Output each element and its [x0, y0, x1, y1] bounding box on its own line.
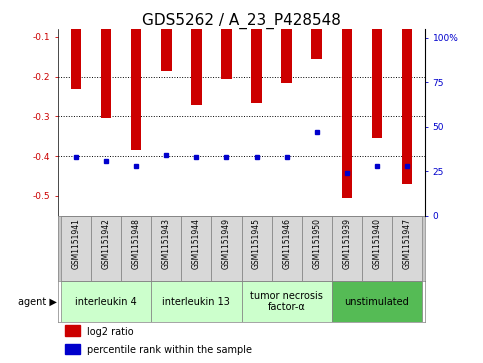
- Bar: [65, 344, 80, 354]
- Text: GSM1151940: GSM1151940: [372, 218, 382, 269]
- Text: GSM1151947: GSM1151947: [402, 218, 412, 269]
- Bar: [71, 0, 81, 89]
- Bar: [181, 216, 212, 281]
- Text: GSM1151949: GSM1151949: [222, 218, 231, 269]
- Bar: [282, 0, 292, 83]
- Bar: [212, 216, 242, 281]
- Bar: [362, 216, 392, 281]
- Text: percentile rank within the sample: percentile rank within the sample: [87, 345, 252, 355]
- Bar: [61, 281, 151, 322]
- Bar: [371, 0, 382, 138]
- Text: log2 ratio: log2 ratio: [87, 327, 134, 337]
- Bar: [251, 0, 262, 102]
- Text: GSM1151943: GSM1151943: [162, 218, 171, 269]
- Bar: [341, 0, 352, 198]
- Text: GSM1151941: GSM1151941: [71, 218, 81, 269]
- Text: GSM1151944: GSM1151944: [192, 218, 201, 269]
- Bar: [191, 0, 201, 105]
- Text: agent ▶: agent ▶: [18, 297, 57, 307]
- Text: GSM1151946: GSM1151946: [282, 218, 291, 269]
- Bar: [221, 0, 232, 79]
- Text: GSM1151945: GSM1151945: [252, 218, 261, 269]
- Bar: [151, 216, 181, 281]
- Text: unstimulated: unstimulated: [344, 297, 409, 307]
- Text: interleukin 13: interleukin 13: [162, 297, 230, 307]
- Text: tumor necrosis
factor-α: tumor necrosis factor-α: [250, 291, 323, 313]
- Bar: [332, 281, 422, 322]
- Bar: [332, 216, 362, 281]
- Text: GSM1151942: GSM1151942: [101, 218, 111, 269]
- Bar: [392, 216, 422, 281]
- Bar: [131, 0, 142, 150]
- Title: GDS5262 / A_23_P428548: GDS5262 / A_23_P428548: [142, 13, 341, 29]
- Text: interleukin 4: interleukin 4: [75, 297, 137, 307]
- Bar: [61, 216, 91, 281]
- Bar: [65, 326, 80, 335]
- Bar: [271, 216, 302, 281]
- Bar: [312, 0, 322, 59]
- Bar: [121, 216, 151, 281]
- Bar: [161, 0, 171, 71]
- Bar: [151, 281, 242, 322]
- Bar: [242, 281, 332, 322]
- Bar: [402, 0, 412, 184]
- Bar: [302, 216, 332, 281]
- Bar: [101, 0, 112, 118]
- Bar: [242, 216, 271, 281]
- Text: GSM1151950: GSM1151950: [312, 218, 321, 269]
- Bar: [91, 216, 121, 281]
- Text: GSM1151948: GSM1151948: [132, 218, 141, 269]
- Text: GSM1151939: GSM1151939: [342, 218, 351, 269]
